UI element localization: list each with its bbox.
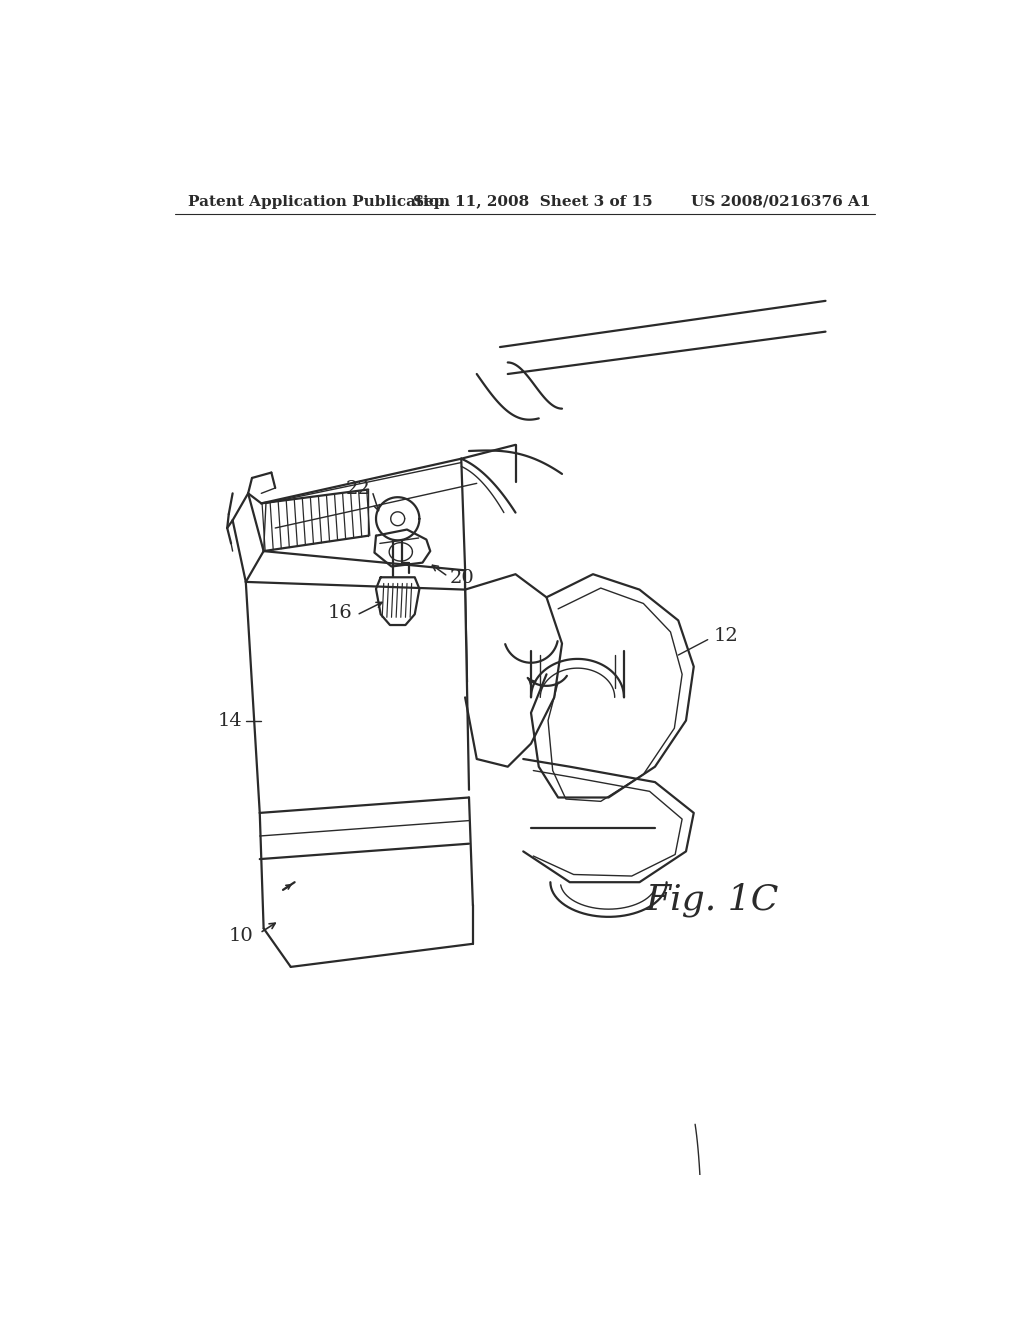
- Text: 22: 22: [346, 480, 371, 499]
- Text: 10: 10: [228, 927, 254, 945]
- Text: 14: 14: [218, 711, 243, 730]
- Text: 20: 20: [450, 569, 474, 587]
- Text: 12: 12: [713, 627, 738, 644]
- Text: Fig. 1C: Fig. 1C: [646, 882, 779, 916]
- Text: Sep. 11, 2008  Sheet 3 of 15: Sep. 11, 2008 Sheet 3 of 15: [414, 194, 653, 209]
- Text: US 2008/0216376 A1: US 2008/0216376 A1: [690, 194, 870, 209]
- Text: 16: 16: [328, 603, 352, 622]
- Text: Patent Application Publication: Patent Application Publication: [188, 194, 451, 209]
